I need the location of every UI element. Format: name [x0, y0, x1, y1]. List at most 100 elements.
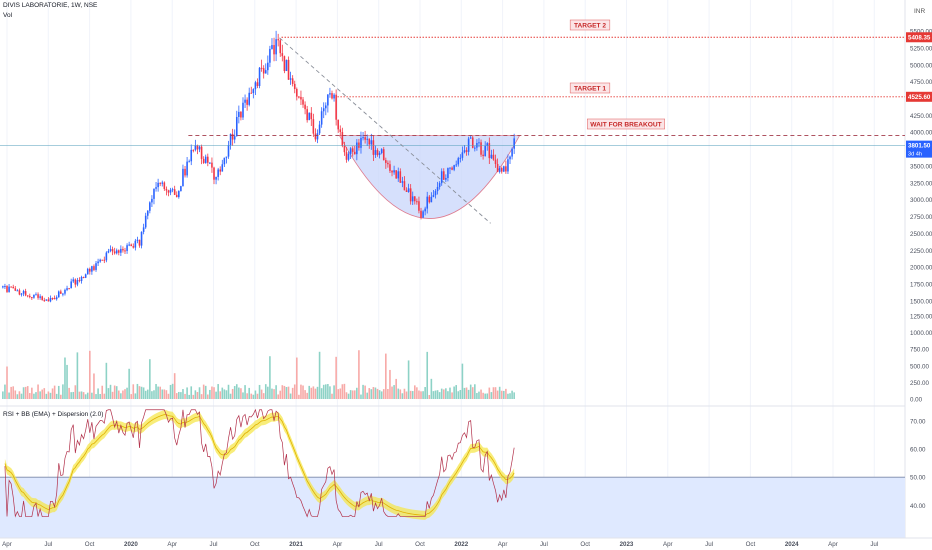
candle-body	[186, 161, 188, 176]
candle-body	[411, 196, 414, 202]
candle-body	[322, 108, 325, 112]
candle-body	[140, 231, 143, 246]
time-tick-label: Jul	[375, 541, 383, 548]
volume-bar	[511, 390, 513, 399]
candle-body	[513, 138, 515, 149]
volume-bar	[223, 389, 226, 399]
volume-bar	[397, 388, 400, 399]
volume-bar	[219, 391, 222, 399]
volume-bar	[503, 390, 505, 399]
volume-bar	[111, 391, 114, 399]
candle-body	[264, 70, 267, 74]
candle-body	[320, 111, 323, 125]
last-price-badge: 3801.50	[908, 143, 931, 150]
candle-body	[196, 145, 199, 150]
candle-body	[124, 250, 126, 252]
candle-body	[74, 279, 77, 285]
volume-bar	[167, 393, 170, 399]
candle-body	[101, 259, 104, 261]
volume-bar	[281, 385, 284, 399]
candle-body	[302, 99, 304, 105]
candle-body	[385, 160, 387, 163]
volume-bar	[229, 393, 232, 399]
time-tick-label: Jul	[210, 541, 218, 548]
volume-bar	[395, 378, 397, 399]
candle-body	[409, 188, 412, 202]
candle-body	[238, 111, 240, 117]
candle-body	[300, 96, 302, 100]
volume-bar	[207, 394, 209, 399]
candle-body	[420, 210, 422, 218]
volume-bar	[374, 387, 377, 399]
candle-body	[343, 145, 346, 153]
candle-body	[287, 59, 290, 80]
candle-body	[2, 286, 4, 288]
volume-bar	[209, 389, 211, 399]
candle-body	[275, 39, 277, 55]
candle-body	[12, 286, 15, 289]
volume-bar	[28, 393, 31, 399]
volume-bar	[428, 395, 431, 399]
volume-bar	[269, 356, 271, 399]
candle-body	[465, 150, 468, 152]
volume-bar	[368, 388, 371, 399]
volume-bar	[138, 386, 141, 399]
candle-body	[26, 295, 29, 297]
volume-bar	[140, 386, 143, 399]
volume-bar	[235, 384, 238, 399]
candle-body	[159, 182, 161, 184]
candle-body	[134, 240, 137, 248]
candle-body	[339, 129, 342, 133]
volume-bar	[171, 383, 174, 399]
cup-shape	[338, 135, 521, 219]
annotations: TARGET 2 TARGET 1 WAIT FOR BREAKOUT	[569, 19, 665, 130]
candle-body	[316, 133, 319, 140]
price-tick-label: 3500.00	[910, 163, 932, 170]
volume-bar	[312, 386, 315, 399]
volume-bar	[298, 394, 300, 399]
volume-bar	[165, 390, 168, 399]
volume-bar	[393, 385, 395, 399]
candle-body	[163, 182, 166, 189]
candle-body	[165, 188, 168, 191]
volume-bar	[478, 391, 480, 399]
candle-body	[401, 181, 404, 183]
volume-bar	[254, 390, 257, 399]
price-tick-label: 4750.00	[910, 79, 932, 86]
candle-body	[173, 189, 176, 195]
candle-body	[103, 259, 106, 261]
candle-body	[418, 201, 420, 211]
candle-body	[130, 244, 133, 247]
candle-body	[169, 189, 172, 193]
volume-bar	[372, 386, 375, 399]
candle-body	[498, 168, 501, 172]
candle-body	[422, 211, 424, 218]
volume-bar	[488, 387, 491, 399]
target2-label: TARGET 2	[574, 23, 606, 30]
price-tick-label: 2500.00	[910, 231, 932, 238]
volume-bar	[161, 389, 164, 399]
volume-bar	[14, 390, 17, 399]
candle-body	[312, 119, 315, 134]
candle-body	[337, 119, 340, 130]
candle-body	[180, 186, 182, 192]
candle-body	[24, 291, 27, 296]
candle-body	[190, 149, 193, 162]
candle-body	[285, 59, 288, 72]
volume-bar	[430, 378, 433, 399]
candle-body	[53, 298, 56, 300]
candle-body	[306, 109, 308, 121]
volume-bar	[80, 391, 83, 399]
candle-body	[298, 96, 300, 98]
volume-bar	[178, 391, 180, 399]
time-tick-label: Jul	[44, 541, 52, 548]
volume-bar	[70, 392, 72, 399]
candle-body	[366, 138, 368, 140]
volume-bar	[120, 393, 122, 399]
candle-body	[93, 266, 95, 270]
candle-body	[33, 294, 35, 298]
target1-label-box	[569, 82, 611, 94]
candle-body	[126, 245, 128, 251]
candle-body	[155, 187, 157, 189]
